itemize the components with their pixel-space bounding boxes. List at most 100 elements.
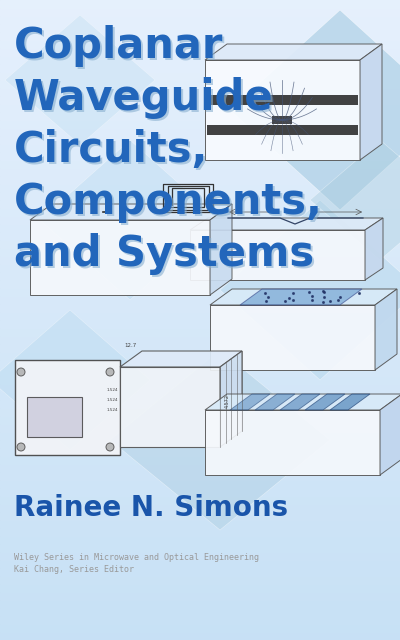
Polygon shape [40, 140, 220, 300]
Polygon shape [380, 394, 400, 475]
Bar [0, 392, 400, 400]
Bar [0, 80, 400, 88]
Polygon shape [360, 44, 382, 160]
Bar [0, 184, 400, 192]
Bar [0, 440, 400, 448]
Bar [0, 32, 400, 40]
Polygon shape [0, 310, 150, 450]
Polygon shape [205, 44, 382, 60]
Bar [0, 432, 400, 440]
Bar [0, 48, 400, 56]
Text: Waveguide: Waveguide [14, 77, 274, 119]
Polygon shape [210, 289, 397, 305]
Bar [0, 608, 400, 616]
Bar [0, 144, 400, 152]
Bar [0, 232, 400, 240]
Bar [0, 400, 400, 408]
Bar [0, 384, 400, 392]
Bar [0, 152, 400, 160]
Bar [0, 376, 400, 384]
Bar [0, 120, 400, 128]
Bar [0, 448, 400, 456]
Bar [0, 408, 400, 416]
Polygon shape [120, 351, 242, 367]
Bar [0, 632, 400, 640]
Polygon shape [230, 10, 400, 210]
Bar [0, 552, 400, 560]
Text: 1.524: 1.524 [106, 388, 118, 392]
Bar [0, 416, 400, 424]
Circle shape [106, 368, 114, 376]
Bar [0, 304, 400, 312]
Bar [0, 8, 400, 16]
Bar [0, 344, 400, 352]
Bar [0, 128, 400, 136]
Bar [0, 576, 400, 584]
Bar [0, 112, 400, 120]
Text: 1.524: 1.524 [106, 408, 118, 412]
Bar [0, 312, 400, 320]
Text: and Systems: and Systems [14, 233, 314, 275]
Bar [30, 220, 210, 295]
Circle shape [17, 443, 25, 451]
Polygon shape [240, 289, 362, 305]
Polygon shape [330, 394, 370, 410]
Polygon shape [255, 394, 295, 410]
Bar [0, 224, 400, 232]
Bar [205, 60, 360, 160]
Bar [0, 56, 400, 64]
Bar [0, 464, 400, 472]
Text: Waveguide: Waveguide [16, 79, 276, 121]
Text: Components,: Components, [16, 183, 325, 225]
Bar [0, 192, 400, 200]
Polygon shape [310, 140, 400, 260]
Polygon shape [210, 204, 232, 295]
Text: Circuits,: Circuits, [16, 131, 210, 173]
Polygon shape [305, 394, 345, 410]
Bar [0, 456, 400, 464]
Polygon shape [375, 289, 397, 370]
Bar [0, 136, 400, 144]
Bar [0, 248, 400, 256]
Bar [0, 504, 400, 512]
Bar [0, 296, 400, 304]
Polygon shape [220, 200, 400, 380]
Bar [0, 544, 400, 552]
Bar [120, 367, 220, 447]
Bar [0, 64, 400, 72]
Bar [0, 176, 400, 184]
Polygon shape [205, 394, 400, 410]
Bar [27, 397, 82, 437]
Bar [0, 240, 400, 248]
Bar [205, 410, 380, 475]
Polygon shape [30, 204, 232, 220]
Bar [0, 280, 400, 288]
Bar [0, 536, 400, 544]
Bar [0, 24, 400, 32]
Bar [207, 125, 358, 135]
Bar [0, 336, 400, 344]
Bar [0, 256, 400, 264]
Bar [272, 116, 292, 124]
Polygon shape [110, 350, 330, 530]
Bar [0, 320, 400, 328]
Bar [0, 568, 400, 576]
Bar [0, 272, 400, 280]
Polygon shape [190, 218, 383, 230]
Bar [0, 168, 400, 176]
Bar [0, 496, 400, 504]
Bar [0, 352, 400, 360]
Bar [0, 520, 400, 528]
Bar [0, 216, 400, 224]
Bar [0, 360, 400, 368]
Polygon shape [280, 394, 320, 410]
Text: Circuits,: Circuits, [14, 129, 208, 171]
Text: 4.572: 4.572 [225, 394, 230, 408]
Circle shape [106, 443, 114, 451]
Text: Coplanar: Coplanar [14, 25, 223, 67]
Polygon shape [5, 15, 155, 145]
Bar [0, 488, 400, 496]
Bar [15, 360, 120, 455]
Polygon shape [230, 394, 270, 410]
Bar [0, 288, 400, 296]
